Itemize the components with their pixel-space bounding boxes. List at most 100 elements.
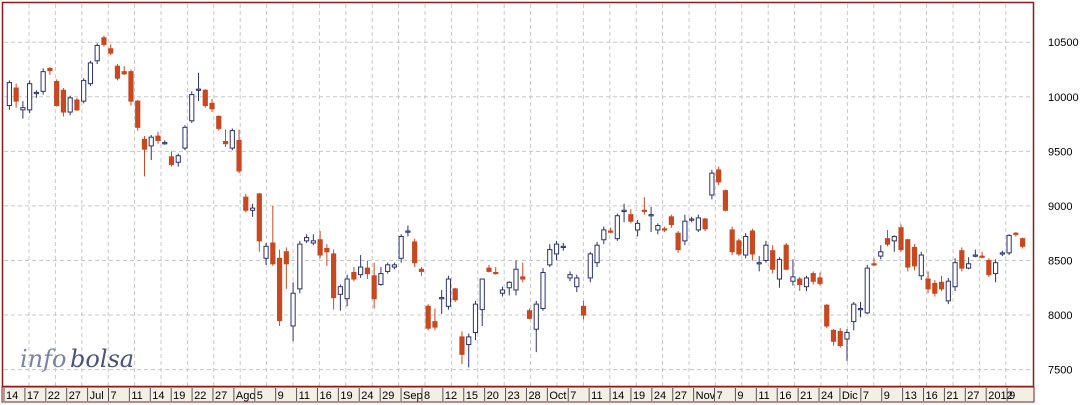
x-tick-label: 27 — [675, 390, 687, 402]
x-tick-label: 7 — [110, 390, 116, 402]
candle-body-down — [959, 250, 965, 269]
candle-body-up — [20, 107, 26, 111]
candle-body-up — [655, 225, 661, 231]
candle-body-down — [418, 268, 425, 272]
candle-body-down — [830, 329, 837, 342]
candle-body-down — [526, 310, 533, 319]
x-tick-label: 7 — [717, 390, 723, 402]
x-tick-label: 21 — [800, 390, 812, 402]
x-tick-label: 28 — [528, 390, 540, 402]
candle-body-down — [871, 263, 877, 266]
candle-body-up — [587, 253, 593, 279]
candle-body-up — [918, 254, 924, 277]
candle-body-down — [331, 253, 337, 299]
candle-body-down — [216, 115, 222, 129]
x-tick-label: 22 — [48, 390, 60, 402]
candle-body-down — [1013, 232, 1019, 235]
candle-body-up — [385, 264, 391, 272]
candle-body-down — [925, 278, 931, 290]
candle-body-up — [621, 209, 627, 212]
candle-body-up — [648, 214, 654, 217]
candle-body-down — [729, 229, 735, 253]
candle-body-up — [162, 142, 168, 145]
candle-body-up — [803, 277, 810, 288]
candle-body-up — [175, 155, 181, 163]
candle-body-down — [905, 239, 911, 268]
x-tick-label: 24 — [654, 390, 666, 402]
candle-body-down — [432, 321, 438, 328]
candle-body-down — [1020, 238, 1026, 247]
candle-body-up — [182, 126, 188, 149]
candle-body-down — [702, 218, 708, 230]
x-tick-label: 14 — [612, 390, 624, 402]
x-tick-label: 16 — [926, 390, 938, 402]
candle-body-up — [756, 262, 762, 265]
x-tick-label: 5 — [257, 390, 263, 402]
candle-body-up — [763, 244, 769, 261]
candle-body-up — [533, 303, 539, 330]
candle-body-down — [520, 276, 526, 280]
x-tick-label: 11 — [591, 390, 602, 402]
candle-body-up — [398, 235, 404, 259]
candle-body-up — [87, 62, 94, 85]
x-tick-label: Dic — [842, 390, 858, 402]
candle-body-up — [844, 332, 850, 340]
x-tick-label: 8 — [424, 390, 430, 402]
candle-body-down — [580, 305, 587, 316]
x-tick-label: 14 — [152, 390, 164, 402]
candle-body-up — [682, 220, 688, 242]
x-tick-label: 16 — [319, 390, 331, 402]
candle-body-up — [864, 267, 870, 314]
candle-body-down — [371, 275, 377, 300]
x-tick-label: 24 — [821, 390, 833, 402]
candle-body-down — [47, 67, 53, 72]
candle-body-up — [540, 271, 546, 310]
candle-body-down — [121, 71, 127, 75]
candle-body-up — [297, 243, 303, 290]
y-tick-label: 9500 — [1048, 146, 1072, 158]
candle-body-down — [114, 65, 121, 79]
candle-body-up — [378, 273, 384, 285]
candle-body-down — [202, 89, 208, 107]
candle-body-down — [222, 141, 229, 145]
x-tick-label: 14 — [6, 390, 18, 402]
candle-body-up — [891, 235, 897, 242]
candle-body-down — [135, 100, 141, 128]
candle-body-down — [938, 281, 945, 290]
candle-body-down — [749, 230, 756, 255]
candle-body-up — [405, 230, 411, 233]
candles — [6, 35, 1026, 368]
candle-body-down — [168, 156, 175, 165]
candle-body-up — [189, 94, 195, 122]
candle-body-up — [263, 245, 269, 259]
x-tick-label: 27 — [69, 390, 81, 402]
candle-body-up — [229, 130, 235, 149]
candle-body-down — [425, 305, 431, 329]
x-tick-label: 16 — [779, 390, 791, 402]
candle-body-up — [94, 44, 100, 62]
candle-body-up — [574, 277, 580, 288]
x-tick-label: 19 — [173, 390, 185, 402]
candle-body-down — [716, 169, 722, 183]
candle-body-up — [743, 235, 749, 256]
candle-body-down — [986, 259, 992, 276]
candle-body-up — [27, 83, 33, 111]
candle-body-up — [513, 268, 519, 291]
x-tick-label: 9 — [1009, 390, 1015, 402]
candle-body-down — [675, 232, 681, 251]
candle-body-down — [911, 246, 918, 267]
y-tick-label: 9000 — [1048, 201, 1072, 213]
x-tick-label: 19 — [633, 390, 645, 402]
x-tick-label: 27 — [215, 390, 227, 402]
x-tick-label: 22 — [194, 390, 206, 402]
x-tick-label: 29 — [382, 390, 394, 402]
candle-body-up — [634, 222, 641, 231]
candle-body-up — [499, 289, 506, 294]
watermark-bolsa: bolsa — [70, 345, 134, 373]
x-tick-label: 20 — [487, 390, 499, 402]
x-tick-label: 24 — [361, 390, 373, 402]
candle-body-down — [898, 227, 904, 251]
candle-body-down — [13, 87, 19, 102]
candle-body-up — [567, 274, 573, 279]
